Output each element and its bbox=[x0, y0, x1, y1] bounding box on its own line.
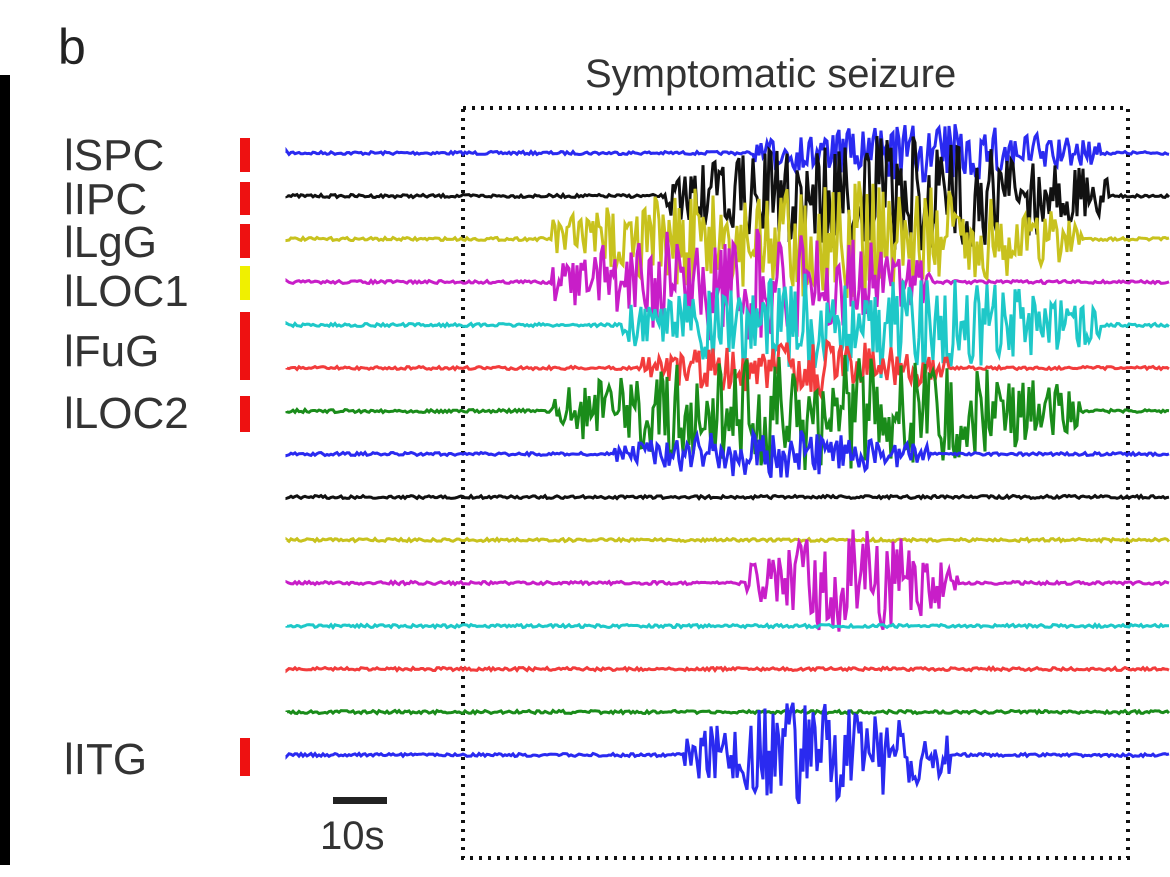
eeg-trace-12 bbox=[285, 665, 1170, 674]
eeg-trace-6 bbox=[285, 354, 1170, 470]
eeg-trace-7 bbox=[285, 427, 1170, 479]
eeg-trace-1 bbox=[285, 136, 1170, 251]
left-vertical-bar bbox=[0, 75, 10, 865]
channel-label-litg: lITG bbox=[64, 735, 148, 784]
channel-marker-14 bbox=[240, 738, 250, 776]
eeg-trace-4 bbox=[285, 273, 1170, 379]
trace-group bbox=[285, 123, 1170, 805]
eeg-trace-9 bbox=[285, 536, 1170, 544]
eeg-trace-0 bbox=[285, 123, 1170, 183]
channel-marker-0 bbox=[240, 138, 250, 172]
seizure-title: Symptomatic seizure bbox=[585, 52, 957, 96]
eeg-trace-13 bbox=[285, 708, 1170, 716]
channel-label-lfug: lFuG bbox=[64, 327, 160, 376]
panel-letter: b bbox=[58, 19, 86, 75]
eeg-trace-8 bbox=[285, 493, 1170, 501]
eeg-trace-2 bbox=[285, 181, 1170, 298]
channel-marker-5 bbox=[240, 312, 250, 380]
channel-label-lloc1: lLOC1 bbox=[64, 267, 189, 316]
marker-group bbox=[240, 138, 250, 776]
scale-bar-label: 10s bbox=[320, 814, 385, 858]
channel-marker-2 bbox=[240, 224, 250, 258]
channel-marker-3 bbox=[240, 266, 250, 300]
seizure-window-box bbox=[461, 106, 1130, 860]
eeg-trace-11 bbox=[285, 622, 1169, 631]
channel-label-lspc: lSPC bbox=[64, 131, 165, 180]
eeg-trace-10 bbox=[285, 529, 1170, 632]
channel-label-lloc2: lLOC2 bbox=[64, 389, 189, 438]
channel-label-lipc: lIPC bbox=[64, 175, 148, 224]
channel-label-llgg: lLgG bbox=[64, 218, 157, 267]
channel-marker-1 bbox=[240, 182, 250, 215]
eeg-trace-5 bbox=[285, 338, 1170, 402]
eeg-trace-14 bbox=[285, 702, 1170, 805]
scale-bar bbox=[333, 797, 387, 804]
channel-marker-6 bbox=[240, 396, 250, 432]
